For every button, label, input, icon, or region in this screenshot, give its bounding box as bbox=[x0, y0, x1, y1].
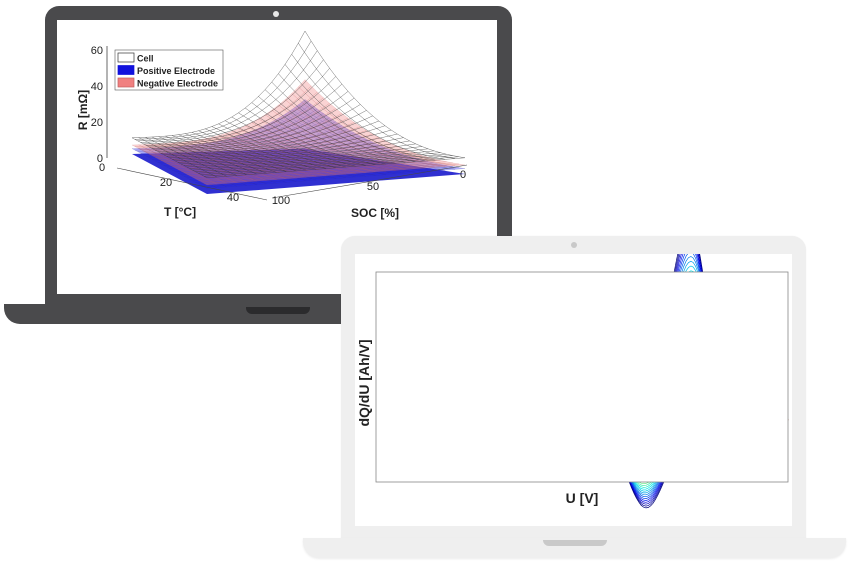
camera-icon bbox=[571, 242, 577, 248]
resistance-surface-chart: 0 20 40 60 R [mΩ] 0 20 40 T [°C] 0 50 100 SOC [%] Ce… bbox=[76, 30, 468, 220]
laptop-dark-screen: 0 20 40 60 R [mΩ] 0 20 40 T [°C] 0 50 100 SOC [%] Ce… bbox=[57, 20, 497, 294]
t-axis-label: T [°C] bbox=[164, 205, 196, 219]
camera-icon bbox=[273, 11, 279, 17]
chart-legend: Cell Positive Electrode Negative Electrode bbox=[114, 49, 224, 91]
legend-entry: Negative Electrode bbox=[137, 79, 218, 89]
t-tick-label: 20 bbox=[160, 177, 172, 189]
legend-entry: Cell bbox=[137, 54, 154, 64]
z-tick-label: 60 bbox=[91, 45, 103, 57]
soc-tick-label: 50 bbox=[367, 181, 379, 193]
surface-wireframe bbox=[131, 30, 466, 194]
dqdu-chart: U [V] dQ/dU [Ah/V] bbox=[356, 254, 789, 509]
t-tick-label: 0 bbox=[99, 162, 105, 174]
z-tick-label: 40 bbox=[91, 81, 103, 93]
soc-axis-label: SOC [%] bbox=[351, 206, 399, 220]
legend-swatch bbox=[117, 52, 135, 63]
laptop-light-base bbox=[303, 538, 846, 558]
x-axis-label: U [V] bbox=[566, 490, 599, 506]
laptop-dark-notch bbox=[246, 307, 310, 314]
laptop-light-notch bbox=[543, 540, 607, 546]
chart-axes: U [V] dQ/dU [Ah/V] bbox=[356, 271, 789, 506]
legend-swatch bbox=[117, 77, 135, 88]
y-axis-label: dQ/dU [Ah/V] bbox=[356, 339, 372, 426]
z-axis-label: R [mΩ] bbox=[76, 90, 90, 130]
legend-entry: Positive Electrode bbox=[137, 66, 215, 76]
legend-swatch bbox=[117, 65, 135, 75]
z-tick-label: 0 bbox=[97, 153, 103, 165]
z-tick-label: 20 bbox=[91, 117, 103, 129]
soc-tick-label: 100 bbox=[272, 195, 290, 207]
surface-axes: 0 20 40 60 R [mΩ] 0 20 40 T [°C] 0 50 100 SOC [%] bbox=[76, 45, 468, 220]
laptop-light-screen: U [V] dQ/dU [Ah/V] bbox=[355, 254, 792, 526]
soc-tick-label: 0 bbox=[460, 169, 466, 181]
t-tick-label: 40 bbox=[227, 192, 239, 204]
